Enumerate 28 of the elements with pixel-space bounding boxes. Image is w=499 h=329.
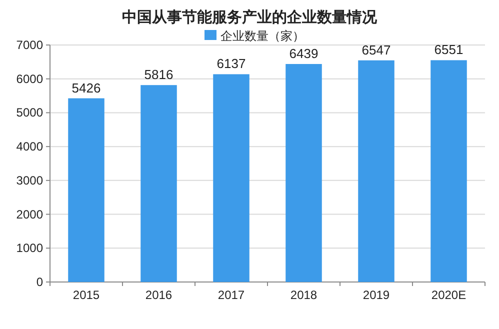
data-label: 5426 (72, 80, 101, 96)
y-tick-label: 7000 (16, 38, 44, 52)
bar (140, 85, 177, 282)
data-label: 5816 (144, 67, 174, 82)
x-tick-label: 2015 (72, 288, 100, 302)
y-tick-label: 1000 (16, 241, 44, 256)
y-tick-label: 6000 (16, 72, 44, 86)
data-label: 6551 (434, 42, 464, 58)
x-tick-label: 2016 (145, 288, 172, 302)
bar (286, 64, 322, 282)
legend-label: 企业数量（家） (220, 29, 304, 43)
bar (430, 60, 467, 282)
bar (213, 74, 250, 282)
y-tick-label: 3000 (16, 173, 44, 188)
data-label: 6439 (289, 46, 318, 61)
y-tick-label: 5000 (16, 106, 44, 120)
x-tick-label: 2020E (431, 288, 466, 302)
data-label: 6547 (362, 42, 391, 58)
x-tick-label: 2019 (362, 288, 390, 302)
x-tick-label: 2018 (290, 288, 318, 302)
y-tick-label: 4000 (16, 140, 44, 154)
x-tick-label: 2017 (218, 288, 245, 302)
data-label: 6137 (216, 56, 246, 72)
y-tick-label: 0 (36, 275, 44, 289)
y-tick-label: 2000 (16, 207, 44, 222)
chart-title: 中国从事节能服务产业的企业数量情况 (122, 9, 378, 26)
bar (358, 60, 394, 282)
bar (68, 98, 104, 282)
